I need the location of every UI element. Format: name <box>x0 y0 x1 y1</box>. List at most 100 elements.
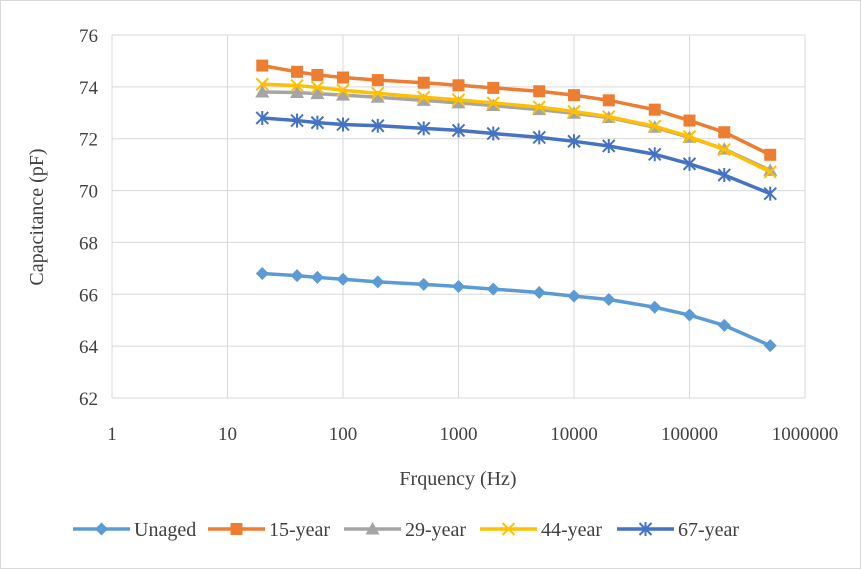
data-point-67-year <box>417 121 431 136</box>
series-44-year <box>255 77 777 179</box>
data-point-67-year <box>310 115 325 130</box>
data-point-29-year <box>255 85 270 98</box>
data-point-15-year <box>452 79 465 92</box>
data-point-67-year <box>648 147 662 162</box>
data-point-44-year <box>567 104 581 119</box>
data-point-unaged <box>717 318 731 332</box>
series-lines <box>255 59 778 353</box>
data-point-44-year <box>417 90 431 104</box>
legend-marker-44-year <box>501 522 516 536</box>
data-point-15-year <box>256 59 269 72</box>
legend-label-29-year: 29-year <box>405 519 466 541</box>
legend-item-44-year: 44-year <box>480 519 602 541</box>
data-point-44-year <box>717 142 731 157</box>
x-tick-label: 1000000 <box>772 424 839 445</box>
data-point-15-year <box>487 81 500 94</box>
x-tick-label: 10000 <box>550 424 598 445</box>
data-point-15-year <box>648 103 661 116</box>
x-tick-label: 100000 <box>661 424 718 445</box>
legend-marker-unaged <box>95 522 108 536</box>
data-point-67-year <box>486 126 500 141</box>
y-tick-label: 68 <box>79 233 98 254</box>
x-axis-tick-labels: 1 10 100 1000 10000 100000 1000000 <box>107 424 838 445</box>
y-tick-label: 64 <box>79 337 99 358</box>
series-67-year <box>255 110 777 201</box>
data-point-29-year <box>451 95 466 109</box>
data-point-44-year <box>532 100 546 114</box>
legend: Unaged 15-year 29-year 44-year 67-year <box>73 519 739 541</box>
data-point-unaged <box>486 282 500 296</box>
legend-marker-15-year <box>230 523 243 535</box>
data-point-44-year <box>336 83 350 97</box>
data-point-67-year <box>602 138 616 153</box>
data-point-unaged <box>452 280 465 294</box>
data-point-44-year <box>290 78 304 93</box>
data-point-15-year <box>371 74 384 87</box>
data-point-unaged <box>371 275 385 289</box>
data-point-67-year <box>371 118 385 133</box>
data-point-44-year <box>310 80 325 95</box>
x-tick-label: 100 <box>329 424 358 445</box>
data-point-29-year <box>370 90 385 103</box>
data-point-67-year <box>567 134 581 149</box>
data-point-unaged <box>290 269 304 283</box>
data-point-44-year <box>602 109 616 124</box>
data-point-44-year <box>763 165 777 179</box>
data-point-unaged <box>567 289 581 303</box>
data-point-29-year <box>416 93 431 106</box>
data-point-29-year <box>336 88 350 101</box>
data-point-67-year <box>290 113 304 128</box>
data-point-15-year <box>291 65 304 78</box>
data-point-unaged <box>255 267 269 281</box>
y-tick-label: 76 <box>79 26 98 47</box>
data-point-44-year <box>255 77 269 91</box>
legend-item-15-year: 15-year <box>208 519 330 541</box>
y-tick-label: 66 <box>79 285 98 306</box>
legend-marker-67-year <box>638 522 653 536</box>
data-point-29-year <box>290 85 305 99</box>
data-point-15-year <box>718 126 731 139</box>
legend-label-67-year: 67-year <box>678 519 739 541</box>
data-point-unaged <box>532 285 546 299</box>
y-tick-label: 74 <box>79 78 99 99</box>
y-tick-label: 72 <box>79 130 98 151</box>
y-axis-title: Capacitance (pF) <box>26 148 48 285</box>
data-point-67-year <box>717 168 731 183</box>
series-unaged <box>255 267 777 353</box>
data-point-unaged <box>683 308 696 322</box>
data-point-44-year <box>486 96 500 110</box>
data-point-unaged <box>310 270 324 284</box>
data-point-15-year <box>568 89 580 102</box>
data-point-15-year <box>602 94 615 107</box>
x-axis-title: Frquency (Hz) <box>399 468 516 490</box>
x-tick-label: 1000 <box>440 424 478 445</box>
data-point-44-year <box>648 119 662 133</box>
data-point-15-year <box>311 68 324 81</box>
y-axis-tick-labels: 62 64 66 68 70 72 74 76 <box>79 26 99 410</box>
series-15-year <box>256 59 777 161</box>
data-point-29-year <box>486 98 501 112</box>
legend-label-unaged: Unaged <box>134 519 196 541</box>
legend-item-unaged: Unaged <box>73 519 196 541</box>
data-point-unaged <box>602 292 616 306</box>
legend-item-29-year: 29-year <box>344 519 466 541</box>
data-point-15-year <box>683 114 696 127</box>
y-tick-label: 62 <box>79 389 98 410</box>
data-point-15-year <box>337 71 349 84</box>
data-point-67-year <box>336 117 350 132</box>
x-tick-label: 1 <box>107 424 117 445</box>
data-point-unaged <box>417 277 431 291</box>
data-point-29-year <box>310 86 325 100</box>
y-tick-label: 70 <box>79 182 98 203</box>
data-point-29-year <box>763 163 778 176</box>
data-point-67-year <box>763 186 777 201</box>
legend-item-67-year: 67-year <box>617 519 739 541</box>
legend-label-44-year: 44-year <box>541 519 602 541</box>
data-point-unaged <box>336 272 350 286</box>
data-point-67-year <box>451 123 466 138</box>
data-point-29-year <box>532 102 547 116</box>
data-point-15-year <box>764 148 777 161</box>
data-point-67-year <box>255 110 269 125</box>
